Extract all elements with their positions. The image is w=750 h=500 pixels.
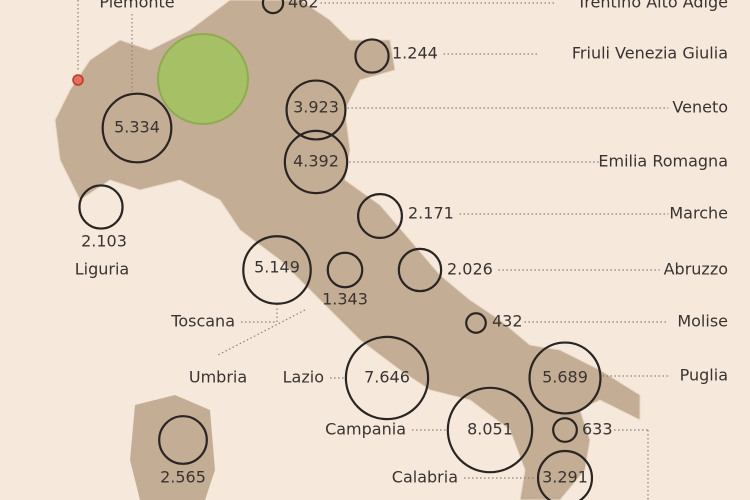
leader — [217, 309, 306, 356]
region-bubble — [101, 92, 173, 164]
region-bubble — [357, 193, 403, 239]
region-bubble — [78, 184, 124, 230]
region-name: Veneto — [672, 98, 728, 117]
value-label: 633 — [582, 420, 613, 439]
region-bubble — [158, 415, 208, 465]
value-label: 5.149 — [254, 258, 300, 277]
value-label: 5.334 — [114, 118, 160, 137]
value-label: 1.343 — [322, 290, 368, 309]
region-name: Umbria — [189, 368, 247, 387]
lombardia-bubble — [157, 33, 249, 125]
value-label: 7.646 — [364, 368, 410, 387]
region-bubble — [285, 79, 347, 141]
region-name: Calabria — [392, 468, 458, 487]
region-name: Trentino Alto Adige — [576, 0, 728, 12]
region-name: Abruzzo — [664, 260, 728, 279]
leader — [241, 305, 278, 323]
region-name: Molise — [677, 312, 728, 331]
italy-mainland — [54, 0, 641, 500]
value-label: 462 — [288, 0, 319, 12]
region-bubble — [446, 386, 534, 474]
region-bubble — [261, 0, 285, 15]
value-label: 2.026 — [447, 260, 493, 279]
region-bubble — [354, 38, 390, 74]
value-label: 2.103 — [81, 232, 127, 251]
bubbles: 462 Trentino Alto Adige 1.244 Friuli Venezi… — [75, 0, 728, 500]
value-label: 8.051 — [467, 420, 513, 439]
region-bubble — [283, 129, 349, 195]
region-bubble — [344, 335, 430, 421]
region-bubble — [465, 312, 487, 334]
sardinia — [130, 395, 215, 500]
region-bubble — [242, 235, 312, 305]
region-bubble — [552, 417, 578, 443]
region-name: Toscana — [170, 312, 235, 331]
region-name: Puglia — [680, 366, 728, 385]
region-name: Piemonte — [99, 0, 174, 12]
region-bubble — [536, 449, 594, 500]
value-label: 432 — [492, 312, 523, 331]
value-label: 1.244 — [392, 44, 438, 63]
region-bubble — [528, 341, 602, 415]
value-label: 3.291 — [542, 468, 588, 487]
region-name: Lazio — [283, 368, 324, 387]
region-bubble — [326, 251, 364, 289]
region-name: Marche — [669, 204, 728, 223]
region-name: Liguria — [75, 260, 129, 279]
value-label: 3.923 — [293, 98, 339, 117]
region-bubble — [397, 247, 443, 293]
value-label: 2.565 — [160, 468, 206, 487]
region-name: Friuli Venezia Giulia — [572, 44, 728, 63]
value-label: 4.392 — [293, 152, 339, 171]
value-label: 2.171 — [408, 204, 454, 223]
region-name: Campania — [325, 420, 406, 439]
region-name: Emilia Romagna — [598, 152, 728, 171]
valle-aosta-dot — [72, 74, 84, 86]
value-label: 5.689 — [542, 368, 588, 387]
